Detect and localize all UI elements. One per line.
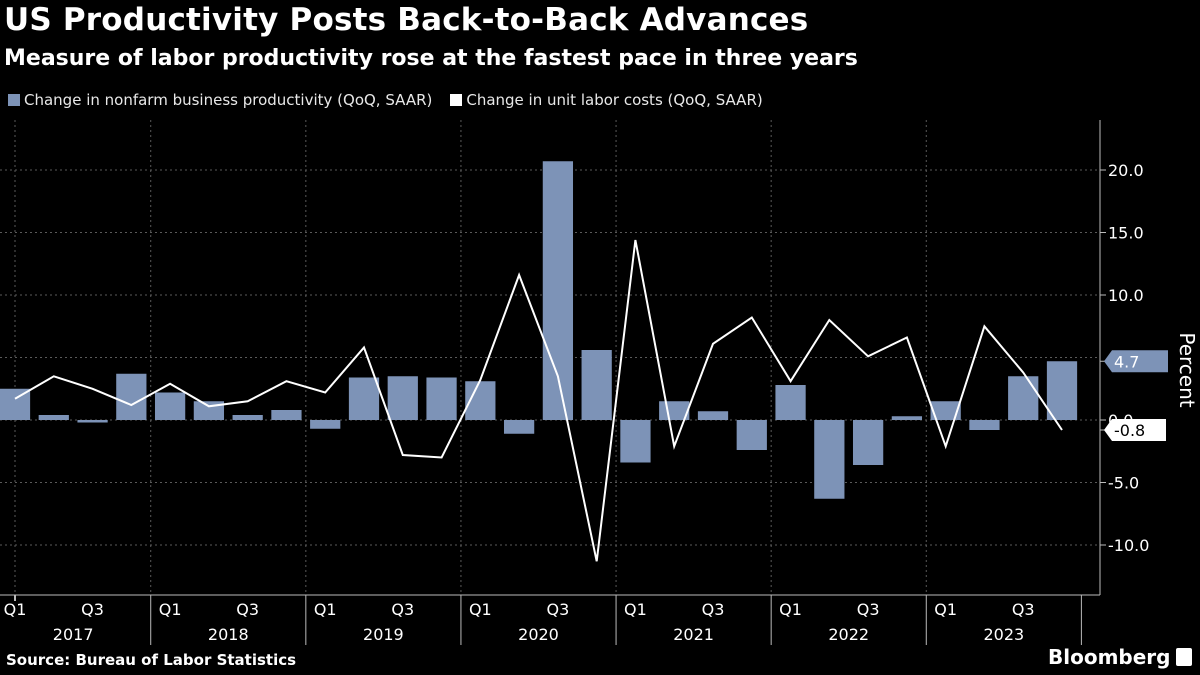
- x-tick-label-quarter: Q3: [702, 600, 725, 619]
- bar-productivity: [503, 420, 535, 434]
- legend-item-labor-costs: Change in unit labor costs (QoQ, SAAR): [450, 91, 763, 109]
- bar-productivity: [348, 377, 380, 420]
- legend-label-productivity: Change in nonfarm business productivity …: [24, 91, 433, 109]
- y-tick-label: -10.0: [1108, 536, 1149, 555]
- x-tick-label-quarter: Q3: [546, 600, 569, 619]
- y-tick-label: 4.7: [1114, 352, 1139, 371]
- bar-productivity: [852, 420, 884, 465]
- bar-productivity: [232, 415, 263, 420]
- x-tick-label-quarter: Q3: [391, 600, 414, 619]
- legend-swatch-productivity: [8, 94, 20, 106]
- x-tick-label-year: 2017: [53, 625, 94, 644]
- bar-productivity: [814, 420, 845, 499]
- bar-productivity: [77, 420, 108, 423]
- bar-productivity: [542, 161, 574, 420]
- bar-productivity: [38, 415, 69, 420]
- x-tick-label-year: 2020: [518, 625, 559, 644]
- bar-productivity: [581, 350, 612, 420]
- y-tick-label: 15.0: [1108, 224, 1144, 243]
- legend-item-productivity: Change in nonfarm business productivity …: [8, 91, 432, 109]
- x-tick-label-quarter: Q1: [314, 600, 337, 619]
- x-tick-label-quarter: Q1: [469, 600, 492, 619]
- x-tick-label-quarter: Q1: [934, 600, 957, 619]
- bar-productivity: [1008, 376, 1039, 420]
- bar-productivity: [426, 377, 457, 420]
- y-tick-label: -5.0: [1108, 474, 1139, 493]
- bar-productivity: [891, 416, 923, 420]
- chart-title: US Productivity Posts Back-to-Back Advan…: [4, 2, 809, 38]
- x-tick-label-quarter: Q3: [81, 600, 104, 619]
- x-tick-label-year: 2022: [828, 625, 869, 644]
- y-tick-label: 10.0: [1108, 286, 1144, 305]
- x-tick-label-year: 2021: [673, 625, 714, 644]
- bar-productivity: [775, 385, 806, 420]
- x-tick-label-quarter: Q1: [779, 600, 802, 619]
- bloomberg-mark-icon: [1176, 648, 1193, 666]
- y-tick-label: -0.8: [1114, 421, 1145, 440]
- x-tick-label-quarter: Q1: [159, 600, 182, 619]
- source-note: Source: Bureau of Labor Statistics: [6, 651, 297, 669]
- last-value-callout-labor-costs: [1104, 419, 1166, 441]
- x-tick-label-quarter: Q3: [236, 600, 259, 619]
- last-value-callout-productivity: [1104, 350, 1168, 373]
- bar-productivity: [387, 376, 418, 420]
- legend-label-labor-costs: Change in unit labor costs (QoQ, SAAR): [466, 91, 763, 109]
- x-tick-label-quarter: Q1: [624, 600, 647, 619]
- y-axis-title: Percent: [1175, 332, 1199, 407]
- bar-productivity: [116, 373, 147, 420]
- chart-subtitle: Measure of labor productivity rose at th…: [4, 46, 858, 71]
- line-unit-labor-costs: [14, 239, 1063, 562]
- bar-productivity: [969, 420, 1000, 430]
- brand-logo: Bloomberg: [1048, 645, 1193, 669]
- x-tick-label-quarter: Q1: [4, 600, 27, 619]
- x-tick-label-year: 2018: [208, 625, 249, 644]
- x-tick-label-year: 2023: [983, 625, 1024, 644]
- x-tick-label-year: 2019: [363, 625, 404, 644]
- legend: Change in nonfarm business productivity …: [8, 91, 781, 109]
- bar-productivity: [620, 420, 651, 463]
- bar-productivity: [310, 420, 341, 429]
- bar-productivity: [736, 420, 767, 450]
- bar-productivity: [930, 401, 961, 420]
- brand-name: Bloomberg: [1048, 645, 1171, 669]
- x-tick-label-quarter: Q3: [1012, 600, 1035, 619]
- bar-productivity: [1046, 361, 1078, 420]
- legend-swatch-labor-costs: [450, 94, 463, 106]
- x-tick-label-quarter: Q3: [857, 600, 880, 619]
- y-tick-label: 20.0: [1108, 161, 1144, 180]
- bar-productivity: [697, 411, 729, 420]
- bar-productivity: [154, 392, 186, 420]
- bar-productivity: [271, 410, 302, 420]
